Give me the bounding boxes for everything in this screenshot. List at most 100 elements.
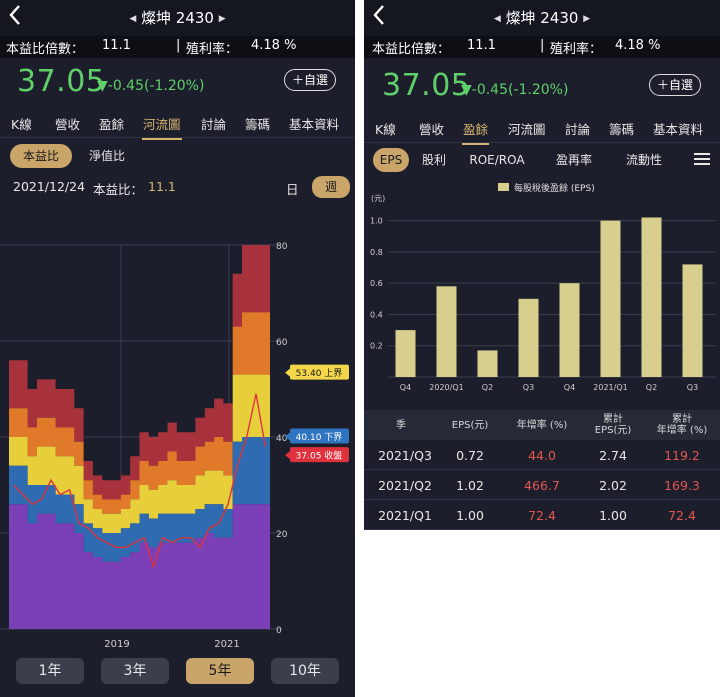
period-week-button[interactable]: 週 [312, 176, 350, 198]
band-label-text: 40.10 下界 [296, 432, 343, 443]
x-tick-label: Q3 [523, 383, 534, 392]
add-watchlist-button[interactable]: ＋自選 [284, 69, 336, 91]
y-tick-label: 20 [276, 530, 288, 540]
tab-earnings[interactable]: 盈餘 [461, 119, 490, 145]
range-10y-button[interactable]: 10年 [271, 658, 339, 684]
chevron-left-icon[interactable] [8, 4, 32, 30]
header-yoy: 年增率 (%) [516, 420, 568, 431]
y-tick-label: 0.2 [370, 342, 383, 351]
cell-cum-eps: 2.02 [599, 478, 627, 493]
range-3y-button[interactable]: 3年 [101, 658, 169, 684]
river-chart: 80 60 40 20 0 2019 2021 53.40 上界 40.10 下界 37.05 收… [0, 242, 349, 650]
table-row[interactable]: 2021/Q2 1.02 466.7 2.02 169.3 [364, 470, 720, 500]
eps-bar [436, 286, 457, 377]
price: 37.05 [382, 68, 471, 103]
pe-metric-value: 11.1 [148, 179, 176, 194]
caret-left-icon[interactable]: ◀ [493, 14, 501, 24]
tab-river-chart[interactable]: 河流圖 [508, 122, 546, 137]
eps-bar [518, 298, 539, 377]
cell-quarter: 2021/Q3 [378, 448, 432, 463]
tab-earnings[interactable]: 盈餘 [99, 117, 125, 132]
legend-label: 每股稅後盈餘 (EPS) [514, 182, 595, 194]
cell-yoy: 72.4 [528, 508, 556, 523]
eps-bar-chart: 每股稅後盈餘 (EPS) (元) 1.0 0.8 0.6 0.4 0.2 Q4 2020/Q1 Q… [370, 182, 716, 392]
pe-value: 11.1 [467, 38, 496, 53]
subtab-roe-roa[interactable]: ROE/ROA [469, 153, 525, 167]
subtab-liquidity[interactable]: 流動性 [625, 153, 662, 167]
tab-chips[interactable]: 籌碼 [245, 117, 271, 132]
x-tick-label: Q2 [482, 383, 493, 392]
cell-quarter: 2021/Q2 [378, 478, 432, 493]
river-band [9, 437, 270, 562]
cell-cum-yoy: 119.2 [664, 448, 700, 463]
subtab-pe[interactable]: 本益比 [10, 144, 72, 168]
river-band [9, 504, 270, 629]
tab-revenue[interactable]: 營收 [419, 122, 445, 137]
y-tick-label: 1.0 [370, 217, 383, 226]
list-icon[interactable] [694, 153, 710, 165]
tab-fundamentals[interactable]: 基本資料 [289, 117, 340, 132]
subtab-reinvestment[interactable]: 盈再率 [555, 153, 592, 167]
yield-value: 4.18 % [615, 38, 661, 53]
cell-yoy: 44.0 [528, 448, 556, 463]
y-tick-label: 60 [276, 338, 288, 348]
eps-bar [682, 264, 703, 377]
chevron-left-icon[interactable] [372, 4, 396, 30]
table-row[interactable]: 2021/Q1 1.00 72.4 1.00 72.4 [364, 500, 720, 530]
eps-bar [395, 330, 416, 377]
unit-label: (元) [371, 194, 385, 203]
tab-fundamentals[interactable]: 基本資料 [653, 122, 704, 137]
tab-river-chart[interactable]: 河流圖 [142, 114, 182, 140]
river-band [9, 312, 270, 514]
caret-left-icon[interactable]: ◀ [129, 14, 137, 24]
tab-revenue[interactable]: 營收 [55, 117, 81, 132]
x-tick-label: Q2 [646, 383, 657, 392]
pe-label: 本益比倍數： [6, 42, 85, 57]
cell-eps: 0.72 [456, 448, 484, 463]
tab-discussion[interactable]: 討論 [201, 117, 227, 132]
metrics-bar: 本益比倍數： 11.1 | 殖利率： 4.18 % [0, 36, 355, 58]
pe-value: 11.1 [102, 38, 131, 53]
eps-bar [477, 350, 498, 377]
river-band [9, 374, 270, 533]
range-1y-button[interactable]: 1年 [16, 658, 84, 684]
price: 37.05 [17, 64, 106, 99]
tab-discussion[interactable]: 討論 [565, 122, 591, 137]
y-tick-label: 0.4 [370, 310, 383, 319]
add-watchlist-button[interactable]: ＋自選 [649, 74, 701, 96]
subtab-eps[interactable]: EPS [373, 148, 409, 172]
phone-screen-right: ◀ 燦坤 2430 ▶ 本益比倍數： 11.1 | 殖利率： 4.18 % 37… [364, 0, 720, 530]
y-tick-label: 40 [276, 434, 288, 444]
caret-right-icon[interactable]: ▶ [583, 14, 591, 24]
price-change: ▼-0.45(-1.20%) [97, 78, 205, 94]
phone-screen-left: ◀ 燦坤 2430 ▶ 本益比倍數： 11.1 | 殖利率： 4.18 % 37… [0, 0, 355, 697]
eps-bar [559, 283, 580, 377]
range-5y-button[interactable]: 5年 [186, 658, 254, 684]
period-day-button[interactable]: 日 [286, 182, 299, 197]
header-cum-eps: 累計 EPS(元) [594, 414, 632, 436]
tab-kline[interactable]: K線 [375, 122, 396, 137]
table-header: 季 EPS(元) 年增率 (%) 累計 EPS(元) 累計 年增率 (%) [364, 410, 720, 440]
cell-yoy: 466.7 [524, 478, 560, 493]
subtab-pb[interactable]: 淨值比 [88, 149, 125, 163]
cell-cum-yoy: 169.3 [664, 478, 700, 493]
stock-name: 燦坤 2430 [141, 9, 214, 27]
yield-label: 殖利率： [550, 42, 603, 57]
pe-label: 本益比倍數： [372, 42, 451, 57]
tab-chips[interactable]: 籌碼 [609, 122, 635, 137]
band-label-box [290, 447, 349, 463]
y-tick-label: 80 [276, 242, 288, 252]
metrics-bar: 本益比倍數： 11.1 | 殖利率： 4.18 % [364, 36, 720, 58]
x-tick-label: 2021/Q1 [593, 383, 627, 392]
table-row[interactable]: 2021/Q3 0.72 44.0 2.74 119.2 [364, 440, 720, 470]
header-quarter: 季 [396, 420, 406, 431]
tab-kline[interactable]: K線 [11, 117, 32, 132]
caret-right-icon[interactable]: ▶ [218, 14, 226, 24]
river-band [9, 245, 270, 500]
subtab-dividend[interactable]: 股利 [421, 153, 446, 167]
stock-title: ◀ 燦坤 2430 ▶ [364, 7, 720, 28]
y-tick-label: 0.8 [370, 248, 383, 257]
x-tick-label: 2019 [104, 639, 129, 650]
cell-eps: 1.00 [456, 508, 484, 523]
separator: | [176, 38, 181, 53]
